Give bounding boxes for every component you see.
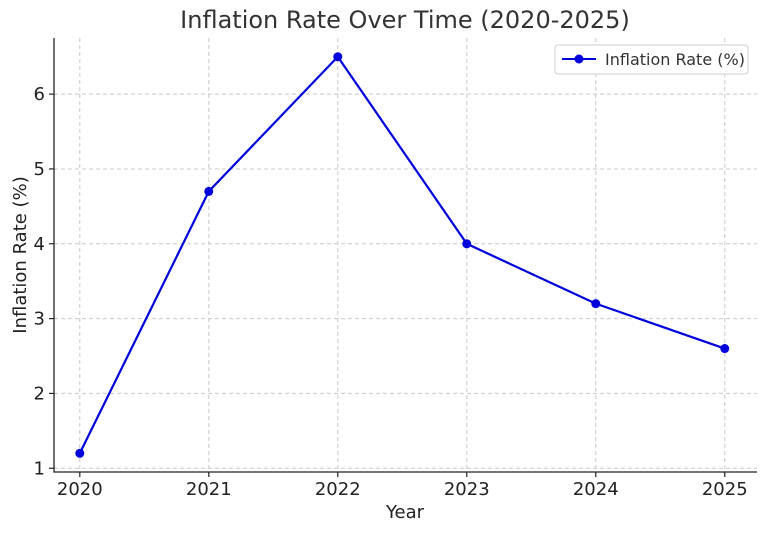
legend-entry-label: Inflation Rate (%) [605, 50, 745, 69]
chart-title: Inflation Rate Over Time (2020-2025) [180, 6, 630, 34]
data-point [591, 299, 601, 309]
x-tick-label: 2025 [702, 479, 748, 500]
x-tick-label: 2021 [186, 479, 232, 500]
y-tick-label: 4 [34, 234, 45, 255]
data-point [720, 344, 730, 354]
legend-box [554, 44, 749, 75]
axis-spines [53, 38, 757, 473]
series-layer [75, 52, 730, 458]
data-point [462, 239, 472, 249]
y-axis-label: Inflation Rate (%) [10, 176, 31, 333]
data-point [333, 52, 343, 62]
x-tick-label: 2022 [315, 479, 361, 500]
y-tick-label: 1 [34, 458, 45, 479]
axes [49, 38, 757, 477]
x-tick-label: 2024 [573, 479, 619, 500]
legend: Inflation Rate (%) [554, 44, 749, 75]
grid-lines [54, 38, 757, 472]
tick-labels: 2020 2021 2022 2023 2024 2025 1 2 3 4 5 6 [34, 84, 748, 500]
y-tick-label: 6 [34, 84, 45, 105]
x-tick-label: 2023 [444, 479, 490, 500]
data-point [75, 448, 85, 458]
y-tick-label: 5 [34, 159, 45, 180]
series-line [78, 55, 726, 454]
x-tick-label: 2020 [57, 479, 103, 500]
data-point [204, 186, 214, 196]
y-tick-label: 2 [34, 383, 45, 404]
x-axis-label: Year [385, 502, 425, 523]
y-tick-label: 3 [34, 309, 45, 330]
legend-marker-swatch [574, 54, 584, 64]
